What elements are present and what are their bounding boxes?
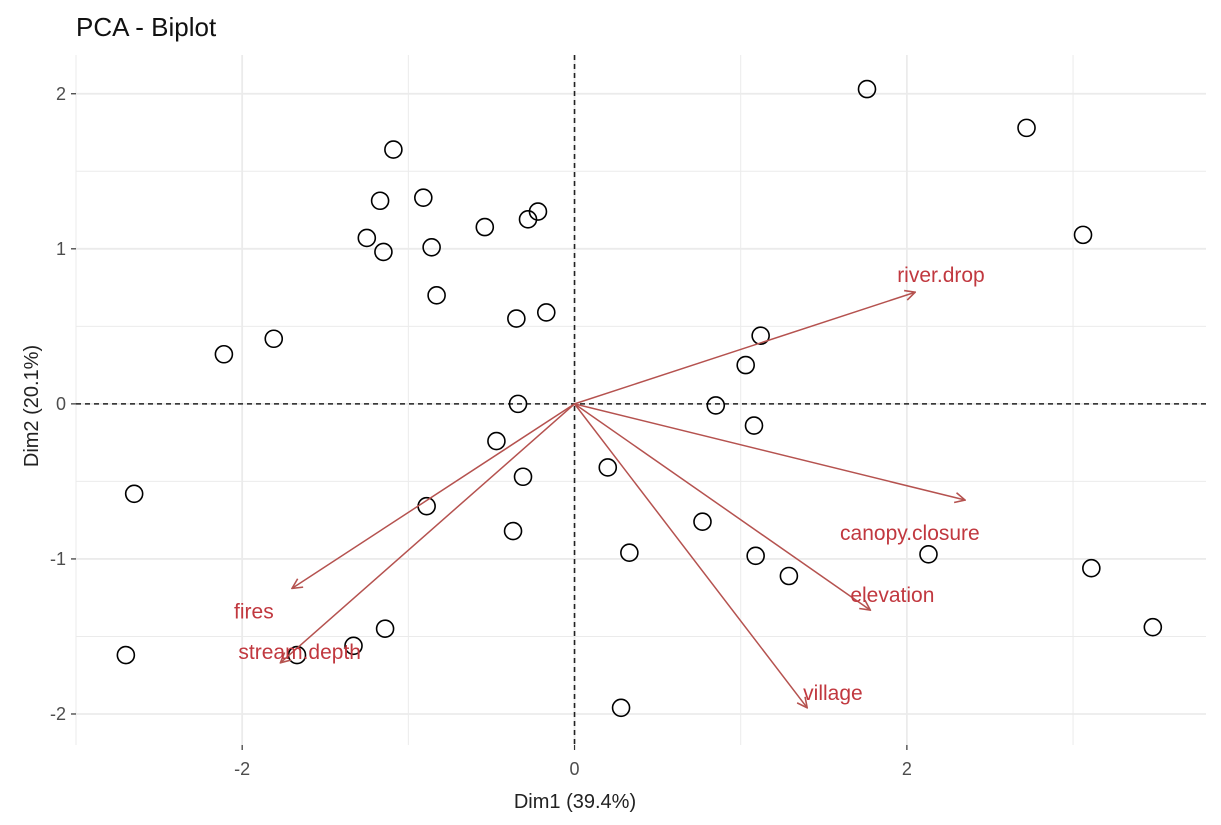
data-point xyxy=(427,286,446,305)
data-point xyxy=(344,636,363,656)
data-point xyxy=(1082,558,1101,578)
data-point xyxy=(620,543,639,563)
data-point xyxy=(507,309,526,328)
data-point xyxy=(487,431,506,451)
data-point xyxy=(693,512,712,532)
variable-arrow xyxy=(573,403,808,708)
y-tick-label: -2 xyxy=(50,704,66,724)
data-point xyxy=(611,698,631,718)
data-point xyxy=(475,217,495,237)
chart-title: PCA - Biplot xyxy=(76,12,217,42)
y-tick-label: 1 xyxy=(56,239,66,259)
data-point xyxy=(779,566,799,586)
y-tick-label: 0 xyxy=(56,394,66,414)
reference-lines xyxy=(76,55,1206,745)
data-point xyxy=(857,79,877,99)
data-point xyxy=(706,396,726,415)
x-axis-title: Dim1 (39.4%) xyxy=(514,791,636,813)
data-point xyxy=(503,521,523,541)
variable-arrow xyxy=(292,403,575,589)
variable-arrow xyxy=(280,403,576,663)
data-point xyxy=(116,645,136,665)
x-tick-label: 0 xyxy=(570,759,580,779)
y-axis-title: Dim2 (20.1%) xyxy=(21,345,43,467)
y-tick-label: -1 xyxy=(50,549,66,569)
data-point xyxy=(736,355,755,375)
variable-arrows xyxy=(280,292,965,708)
variable-labels: river.drop canopy.closure elevation village… xyxy=(234,264,985,705)
x-tick-label: 2 xyxy=(902,759,912,779)
data-point xyxy=(124,484,144,504)
data-point xyxy=(357,228,377,248)
variable-arrow xyxy=(574,292,916,405)
data-point xyxy=(264,329,284,349)
data-point xyxy=(370,191,390,211)
data-point xyxy=(598,458,618,477)
data-points xyxy=(116,79,1163,718)
variable-label: fires xyxy=(234,600,274,623)
variable-label: river.drop xyxy=(897,264,985,287)
data-point xyxy=(384,140,403,159)
data-point xyxy=(744,416,764,435)
data-point xyxy=(422,237,441,257)
data-point xyxy=(1073,225,1093,245)
data-point xyxy=(751,326,770,345)
variable-arrow xyxy=(574,403,966,500)
data-point xyxy=(746,546,765,566)
data-point xyxy=(375,619,395,639)
x-tick-label: -2 xyxy=(234,759,250,779)
data-point xyxy=(536,303,556,322)
axis-ticks: -2 0 2 -2 -1 0 1 2 xyxy=(50,84,912,779)
data-point xyxy=(414,188,433,207)
data-point xyxy=(1017,118,1036,138)
data-point xyxy=(919,544,938,564)
variable-label: village xyxy=(803,682,863,705)
variable-arrow xyxy=(574,403,871,610)
data-point xyxy=(374,242,393,262)
variable-label: elevation xyxy=(850,584,934,607)
y-tick-label: 2 xyxy=(56,84,66,104)
data-point xyxy=(518,210,538,229)
variable-label: canopy.closure xyxy=(840,522,980,545)
variable-label: stream.depth xyxy=(238,641,361,664)
data-point xyxy=(513,467,533,487)
data-point xyxy=(508,394,528,414)
data-point xyxy=(1143,617,1163,637)
data-point xyxy=(214,344,234,364)
